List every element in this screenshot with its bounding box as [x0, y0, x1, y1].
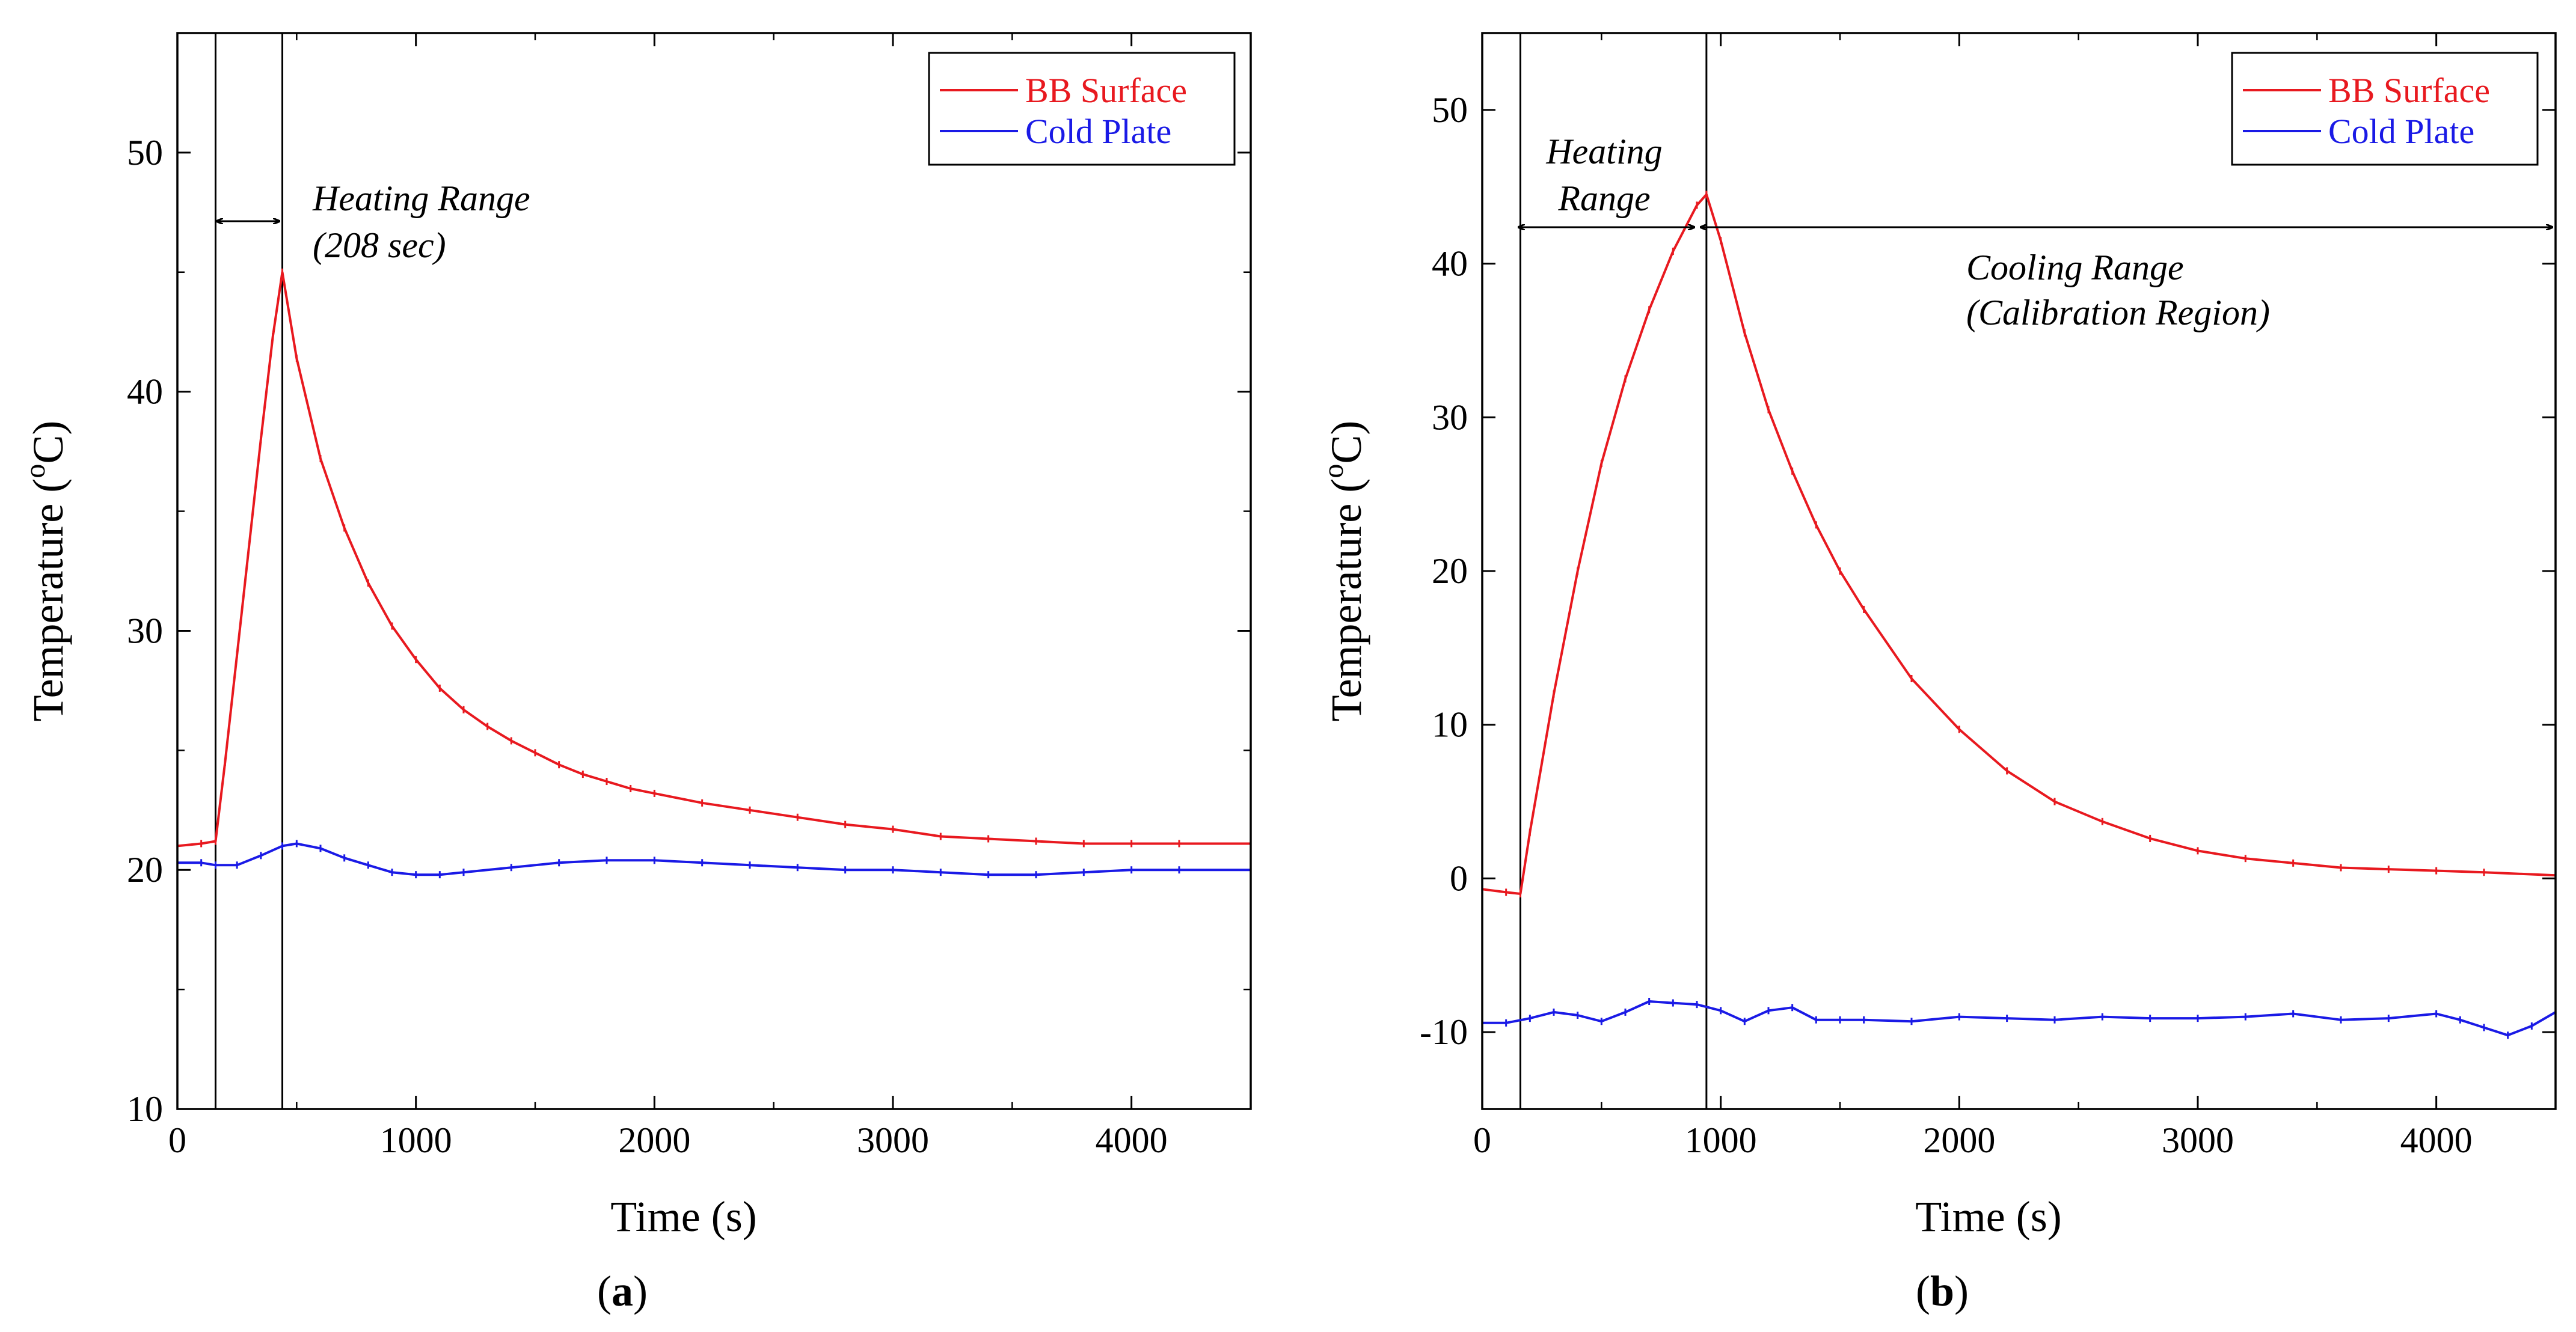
panel-a-legend: BB Surface Cold Plate: [928, 52, 1236, 166]
panel-a-y-tick-label: 10: [127, 1089, 163, 1129]
panel-b-y-axis-label-degree: o: [1317, 464, 1349, 478]
panel-b-cooling-sublabel: (Calibration Region): [1966, 293, 2270, 332]
panel-b-series-cold-plate-line: [1482, 1000, 2557, 1037]
panel-b-y-tick-label: -10: [1420, 1012, 1468, 1052]
panel-a-y-axis-label: Temperature (oC): [19, 421, 72, 722]
panel-b-caption-letter: b: [1930, 1267, 1954, 1315]
panel-b-x-tick-label: 3000: [2162, 1120, 2234, 1160]
panel-a-y-tick-label: 40: [127, 372, 163, 412]
panel-b-heating-annotation: Heating Range: [1518, 132, 1694, 227]
panel-a-x-tick-label: 3000: [857, 1120, 929, 1160]
panel-b-cooling-label: Cooling Range: [1966, 248, 2184, 287]
panel-a-heating-label: Heating Range: [312, 179, 530, 218]
panel-a-y-axis-label-unit: C): [24, 421, 72, 464]
panel-b-y-tick-label: 20: [1432, 551, 1468, 591]
panel-a-caption: (a): [597, 1267, 648, 1315]
panel-a-y-axis-label-main: Temperature (: [24, 478, 72, 722]
panel-b-legend-box: [2231, 52, 2539, 166]
panel-b-y-tick-label: 50: [1432, 90, 1468, 130]
panel-b-legend-label-bb: BB Surface: [2328, 71, 2490, 110]
panel-b-x-tick-label: 2000: [1923, 1120, 1995, 1160]
panel-a-series-bb-surface-line: [177, 270, 1251, 848]
panel-b-chart: 0 1000 2000 3000 4000 -10 0 10 20 30 40 50 Heating …: [1317, 32, 2557, 1315]
panel-a-y-tick-label: 20: [127, 850, 163, 890]
panel-b-x-tick-label: 1000: [1685, 1120, 1757, 1160]
panel-a-x-tick-label: 4000: [1096, 1120, 1168, 1160]
panel-a-y-axis-label-degree: o: [19, 464, 51, 478]
panel-b-x-tick-label: 4000: [2400, 1120, 2473, 1160]
panel-a-chart: 0 1000 2000 3000 4000 10 20 30 40 50 Heating Rang…: [19, 32, 1252, 1315]
panel-a-legend-label-cold: Cold Plate: [1025, 112, 1171, 151]
panel-a-x-tick-label: 0: [168, 1120, 186, 1160]
panel-b-x-axis-label: Time (s): [1915, 1193, 2061, 1241]
panel-a-y-tick-label: 50: [127, 133, 163, 173]
panel-a-caption-letter: a: [612, 1267, 633, 1315]
panel-b-frame: [1481, 32, 2557, 1110]
panel-a-heating-duration: (208 sec): [313, 225, 446, 265]
panel-b-legend: BB Surface Cold Plate: [2231, 52, 2539, 166]
panel-b-y-axis-label: Temperature (oC): [1317, 421, 1370, 722]
panel-b-y-tick-label: 30: [1432, 397, 1468, 437]
panel-b-x-tick-label: 0: [1473, 1120, 1491, 1160]
panel-a-series-cold-plate-line: [177, 842, 1251, 876]
panel-a-legend-box: [928, 52, 1236, 166]
panel-b-heating-label: Heating: [1545, 132, 1662, 171]
panel-a-x-tick-label: 1000: [380, 1120, 452, 1160]
panel-b-y-tick-label: 10: [1432, 705, 1468, 745]
panel-a-heating-annotation: Heating Range (208 sec): [216, 179, 530, 265]
panel-b-cooling-annotation: Cooling Range (Calibration Region): [1700, 227, 2553, 332]
panel-a-frame: [176, 32, 1252, 1110]
panel-b-y-axis-label-main: Temperature (: [1322, 478, 1370, 722]
panel-a-y-tick-label: 30: [127, 611, 163, 650]
panel-b-y-axis-label-unit: C): [1322, 421, 1370, 464]
panel-b-heating-label-2: Range: [1557, 179, 1650, 218]
panel-b-caption: (b): [1916, 1267, 1969, 1315]
panel-b-legend-label-cold: Cold Plate: [2328, 112, 2474, 151]
panel-a-legend-label-bb: BB Surface: [1025, 71, 1187, 110]
panel-b-y-tick-label: 40: [1432, 244, 1468, 284]
panel-b-y-tick-label: 0: [1450, 858, 1468, 898]
panel-a-x-axis-label: Time (s): [610, 1193, 756, 1241]
panel-a-x-tick-label: 2000: [618, 1120, 690, 1160]
